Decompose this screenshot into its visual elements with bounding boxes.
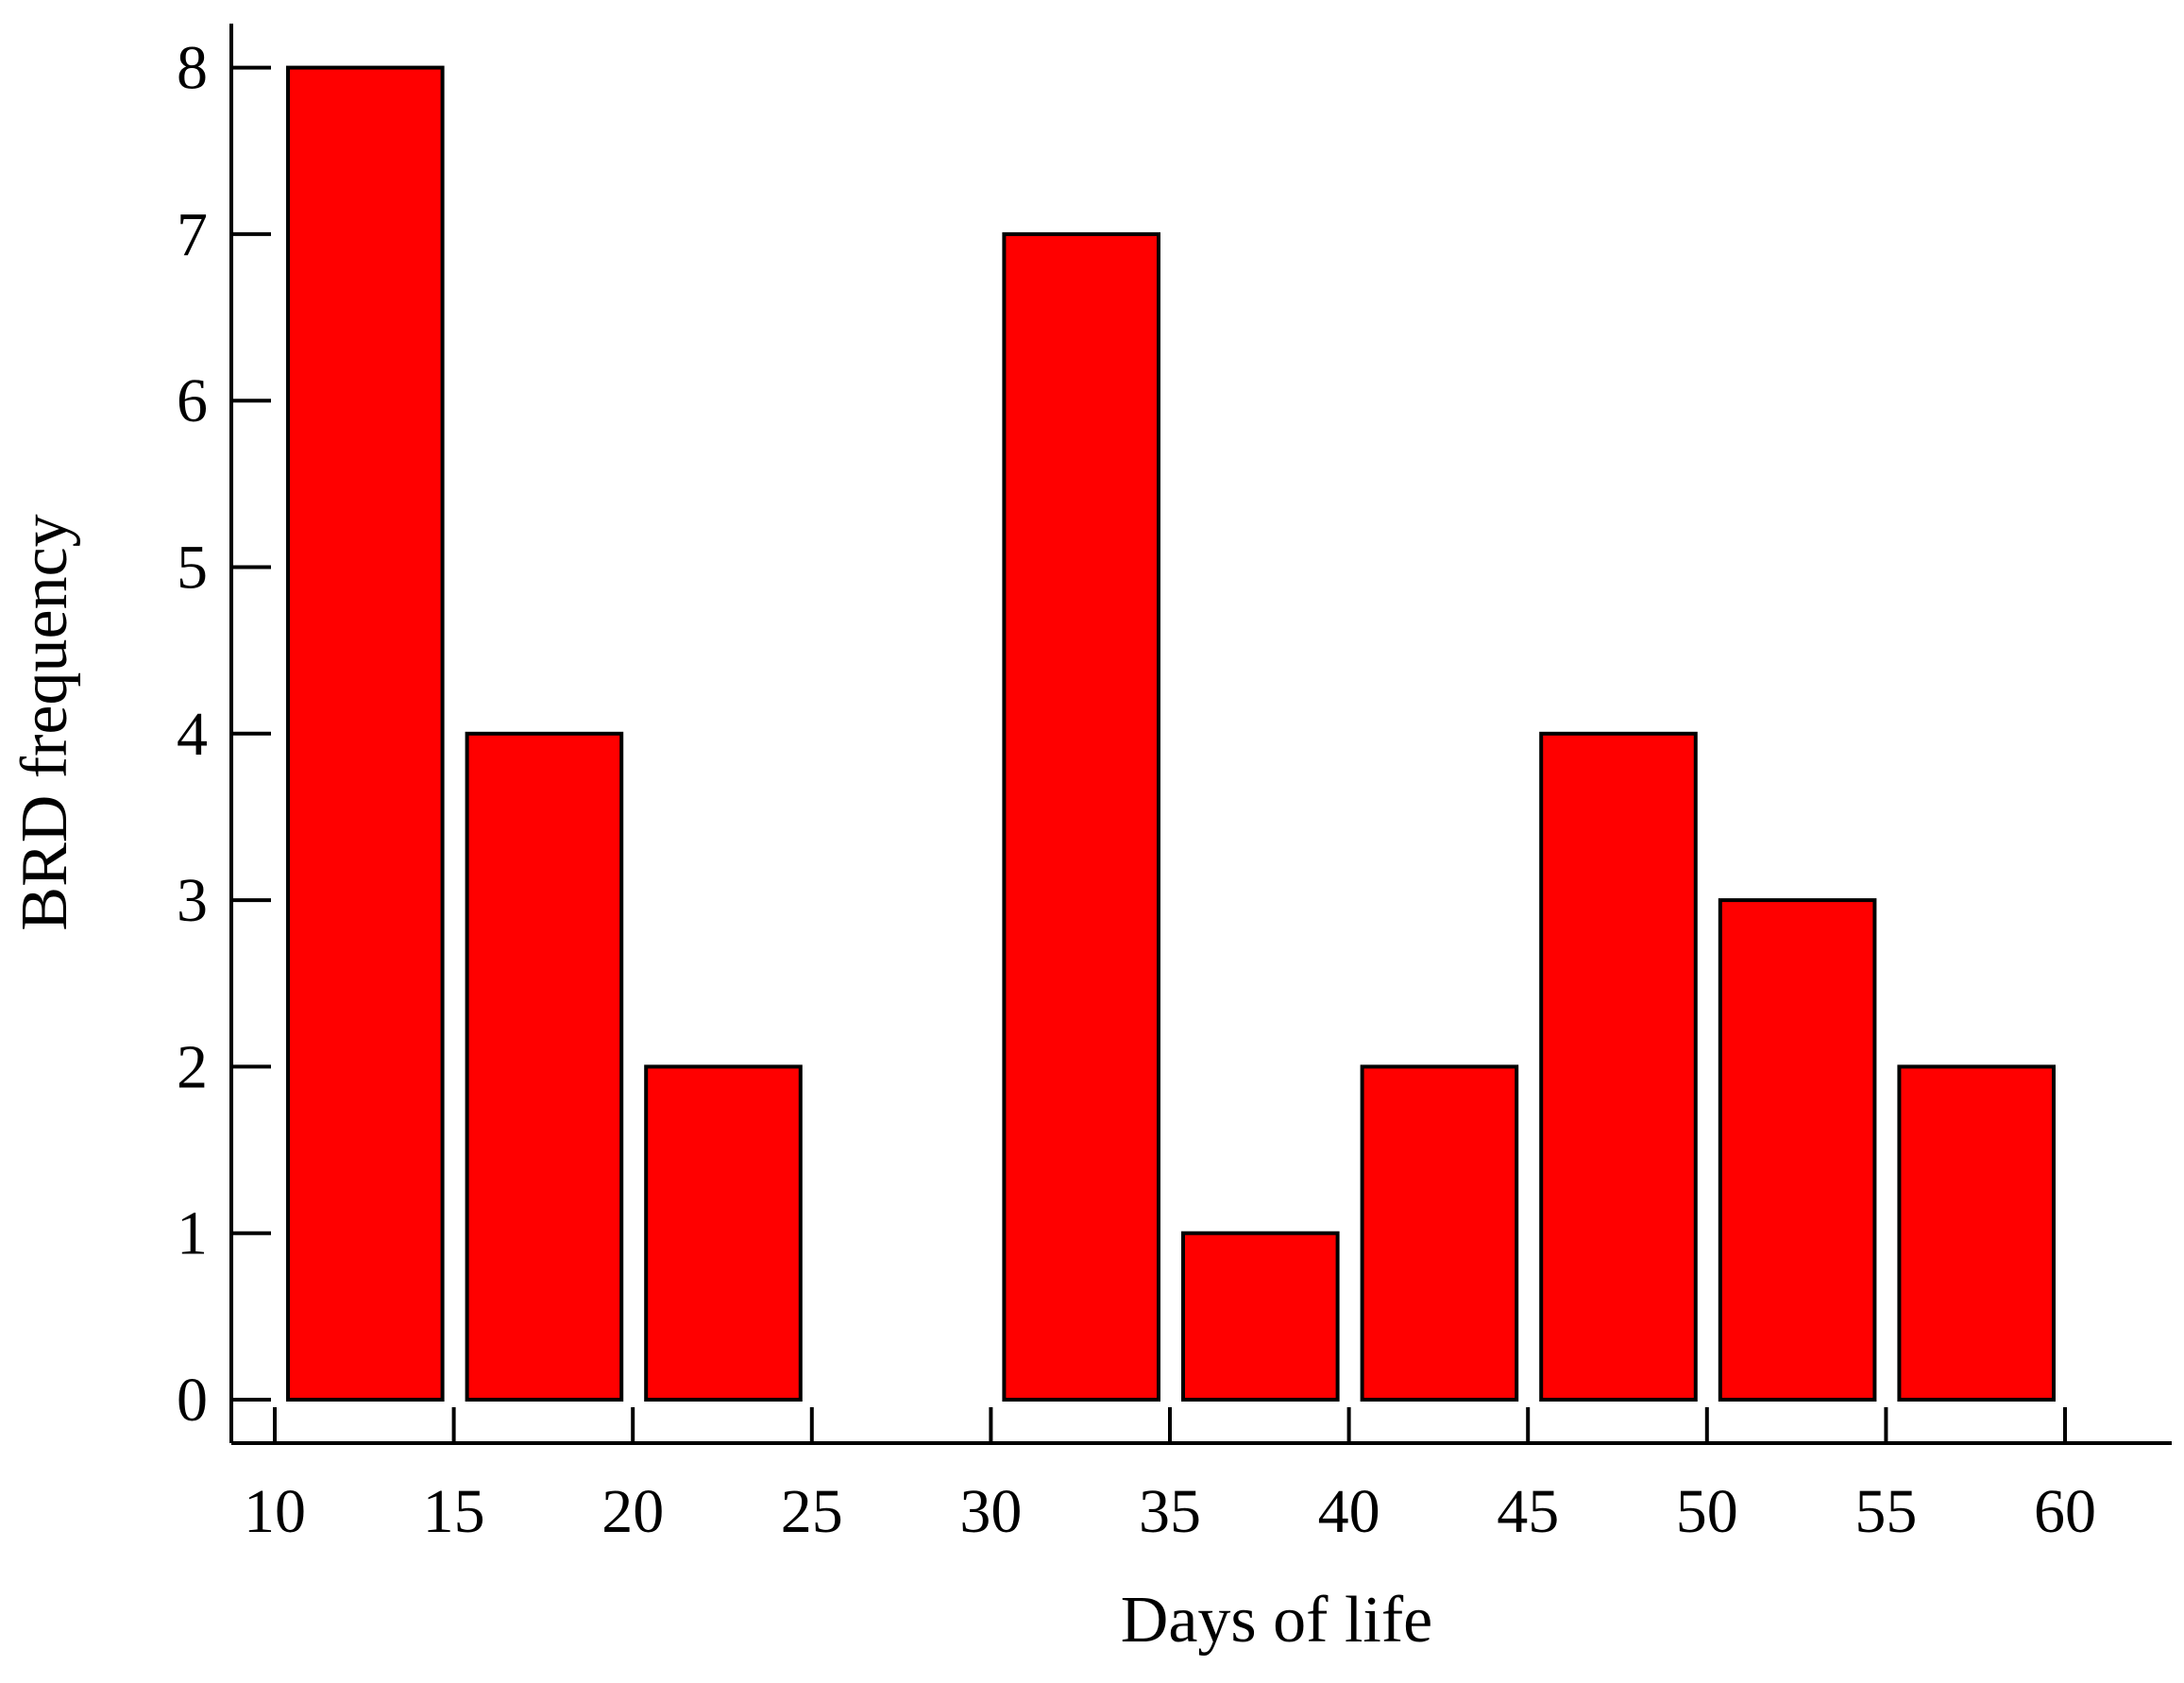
bar-20-25 — [644, 1064, 803, 1402]
x-tick-label: 10 — [244, 1477, 306, 1546]
x-tick-label: 55 — [1854, 1477, 1917, 1546]
y-tick-label: 3 — [177, 866, 208, 935]
bar-40-45 — [1360, 1064, 1519, 1402]
y-tick-label: 1 — [177, 1199, 208, 1268]
y-tick-label: 6 — [177, 366, 208, 435]
bar-30-35 — [1002, 231, 1161, 1402]
x-axis-title: Days of life — [1121, 1584, 1432, 1657]
x-tick-label: 50 — [1676, 1477, 1738, 1546]
x-tick-label: 20 — [601, 1477, 664, 1546]
y-axis-title: BRD frequency — [8, 514, 81, 930]
x-tick-label: 35 — [1139, 1477, 1201, 1546]
y-tick-label: 8 — [177, 34, 208, 103]
x-tick-label: 60 — [2034, 1477, 2096, 1546]
bar-15-20 — [465, 731, 624, 1402]
y-tick-label: 0 — [177, 1366, 208, 1435]
bar-35-40 — [1181, 1231, 1340, 1402]
bar-10-15 — [286, 65, 445, 1402]
bar-50-55 — [1718, 898, 1877, 1402]
y-ticks-group: 0 1 2 3 4 5 6 7 8 — [177, 34, 271, 1435]
x-ticks-group: 10 15 20 25 30 35 40 45 50 55 60 — [244, 1407, 2096, 1546]
x-tick-label: 25 — [781, 1477, 843, 1546]
bars-group — [286, 65, 2057, 1402]
y-tick-label: 7 — [177, 200, 208, 269]
y-tick-label: 5 — [177, 534, 208, 603]
x-tick-label: 45 — [1497, 1477, 1559, 1546]
x-tick-label: 30 — [959, 1477, 1022, 1546]
bar-45-50 — [1539, 731, 1698, 1402]
bar-55-60 — [1897, 1064, 2057, 1402]
y-tick-label: 2 — [177, 1032, 208, 1101]
x-tick-label: 15 — [423, 1477, 485, 1546]
x-tick-label: 40 — [1318, 1477, 1380, 1546]
y-tick-label: 4 — [177, 700, 208, 769]
